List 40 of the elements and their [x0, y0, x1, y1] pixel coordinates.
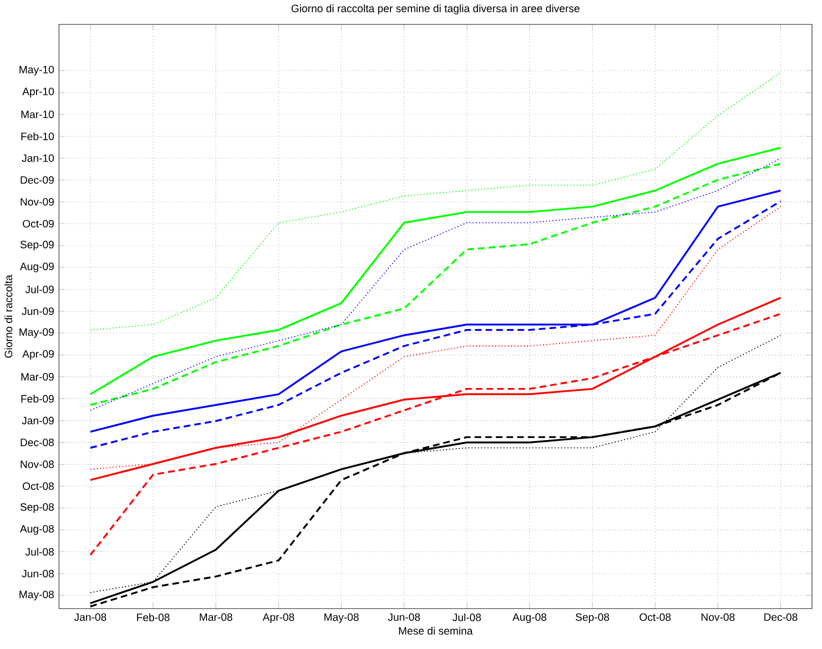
text: Aug-09 [20, 262, 54, 272]
text: Apr-09 [22, 350, 54, 360]
x-tick-label: May-08 [324, 614, 359, 624]
text: Mar-09 [21, 373, 54, 381]
text: Dec-09 [20, 176, 54, 184]
x-axis-title: Mese di semina [399, 627, 473, 635]
text: Jul-08 [25, 548, 54, 556]
x-tick-label: Jul-08 [452, 614, 481, 622]
x-tick-label: Jun-08 [388, 614, 420, 622]
text: Apr-10 [22, 88, 54, 98]
text: Dec-08 [20, 438, 54, 446]
text: May-09 [20, 328, 54, 338]
x-tick-label: Apr-08 [262, 614, 294, 624]
text: Feb-10 [21, 132, 54, 140]
text: Feb-09 [21, 394, 54, 403]
text: Sep-09 [20, 240, 54, 251]
text: May-10 [20, 66, 54, 76]
x-tick-label: Sep-08 [576, 614, 610, 624]
x-tick-label: Feb-08 [137, 614, 170, 622]
text: Jun-09 [22, 308, 54, 316]
text: Mar-10 [21, 110, 54, 118]
x-tick-label: Oct-08 [640, 614, 671, 622]
x-tick-label: Mar-08 [200, 614, 232, 622]
text: Oct-08 [22, 482, 54, 490]
text: Sep-08 [20, 503, 54, 514]
x-tick-label: Dec-08 [764, 614, 798, 622]
x-tick-label: Jan-08 [74, 614, 106, 622]
text: Nov-08 [20, 460, 54, 468]
text: Oct-09 [22, 220, 54, 228]
text: May-08 [20, 590, 54, 601]
y-axis-title: Giorno di raccolta [4, 274, 12, 358]
text: Nov-09 [20, 198, 54, 206]
text: Jul-09 [25, 286, 54, 294]
text: Jan-09 [22, 416, 54, 425]
text: Jun-08 [22, 570, 54, 578]
text: Aug-08 [20, 525, 54, 535]
x-tick-label: Nov-08 [702, 614, 735, 622]
x-tick-label: Aug-08 [512, 614, 546, 624]
text: Jan-10 [22, 154, 54, 162]
chart-title: Giorno di raccolta per semine di taglia diversa in aree diverse [292, 4, 580, 15]
